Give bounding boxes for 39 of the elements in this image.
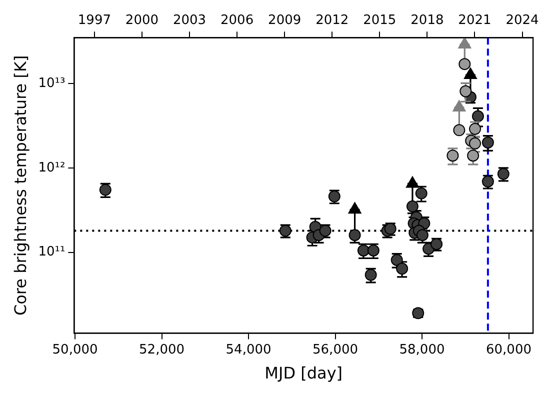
point xyxy=(467,150,480,162)
point xyxy=(364,268,377,281)
point xyxy=(357,244,370,257)
y-axis-title: Core brightness temperature [K] xyxy=(10,55,30,316)
point xyxy=(482,136,494,149)
point xyxy=(458,38,472,48)
x-tick-label: 60,000 xyxy=(486,342,532,358)
x2-tick-label: 2009 xyxy=(268,13,302,28)
x-tick-label: 54,000 xyxy=(226,342,272,358)
point xyxy=(469,122,482,135)
x2-tick-label: 2012 xyxy=(316,13,349,28)
x2-tick-label: 1997 xyxy=(78,13,111,28)
x-axis-title: MJD [day] xyxy=(264,364,343,383)
x2-tick-label: 2018 xyxy=(410,13,444,28)
point xyxy=(464,68,478,80)
point xyxy=(472,110,484,122)
point xyxy=(469,137,482,150)
point xyxy=(458,58,471,70)
point xyxy=(348,229,361,242)
x2-tick-label: 2000 xyxy=(125,13,159,28)
point xyxy=(367,244,380,257)
x2-tick-label: 2021 xyxy=(458,13,492,28)
x2-tick-label: 2003 xyxy=(172,13,206,28)
x-tick-label: 56,000 xyxy=(312,342,358,358)
point xyxy=(460,85,472,98)
y-tick-label: 10¹² xyxy=(38,160,66,176)
point xyxy=(396,262,408,275)
x-tick-label: 58,000 xyxy=(399,342,445,358)
point xyxy=(446,150,459,162)
point xyxy=(453,124,466,136)
y-tick-label: 10¹³ xyxy=(38,76,66,91)
x-tick-label: 52,000 xyxy=(139,342,185,358)
point xyxy=(415,187,428,200)
x2-tick-label: 2006 xyxy=(220,13,254,28)
x2-tick-label: 2024 xyxy=(506,13,539,28)
point xyxy=(406,200,418,212)
y-tick-label: 10¹¹ xyxy=(38,244,66,260)
x-tick-label: 50,000 xyxy=(52,342,98,358)
x2-tick-label: 2015 xyxy=(363,13,396,28)
